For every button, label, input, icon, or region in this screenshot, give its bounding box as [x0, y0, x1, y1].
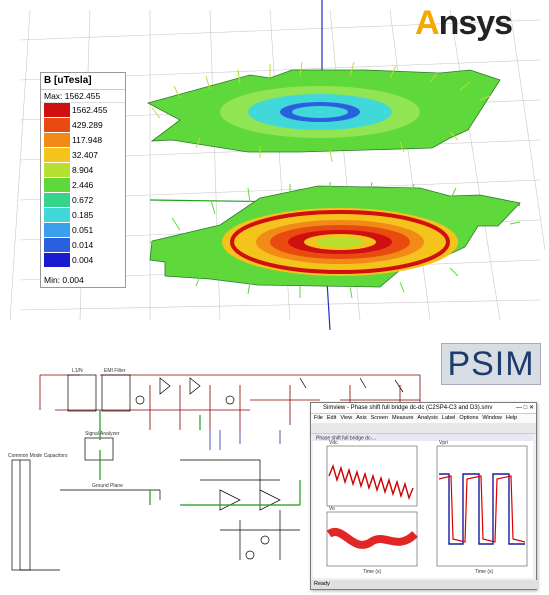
upper-field-arrows [151, 61, 491, 163]
legend-swatch [44, 148, 70, 162]
panel2-label: Vo [329, 506, 335, 512]
legend-entry: 0.672 [44, 193, 122, 207]
xaxis-label-right: Time (s) [475, 569, 493, 575]
panel1-wave [328, 463, 414, 501]
legend-entry: 1562.455 [44, 103, 122, 117]
menu-item[interactable]: Window [482, 415, 502, 421]
schematic-label-emi: EMI Filter [104, 368, 126, 374]
legend-entry: 2.446 [44, 178, 122, 192]
legend-value: 117.948 [72, 135, 103, 145]
menu-item[interactable]: Help [505, 415, 518, 421]
legend-swatch [44, 118, 70, 132]
simview-toolbar[interactable] [311, 423, 536, 434]
legend-entry: 117.948 [44, 133, 122, 147]
legend-swatch [44, 133, 70, 147]
menu-item[interactable]: Screen [370, 415, 389, 421]
panel3-wave-blue [439, 473, 525, 545]
waveform-svg: Phase shift full bridge dc-... Vdc Vo Vp… [313, 434, 533, 575]
menu-item[interactable]: Options [459, 415, 479, 421]
schematic-svg: L1/N EMI Filter Signal Analyzer Common M… [8, 368, 421, 571]
menu-item[interactable]: Measure [392, 415, 414, 421]
lower-field-arrows [149, 181, 521, 299]
legend-value: 1562.455 [72, 105, 108, 115]
menu-item[interactable]: Axis [356, 415, 367, 421]
legend-swatch [44, 178, 70, 192]
simview-status: Ready [311, 580, 539, 589]
lower-coil-plate [149, 185, 521, 288]
plot-window-title: Phase shift full bridge dc-... [316, 436, 376, 442]
ansys-logo: Ansys [415, 4, 513, 42]
legend-entry: 0.051 [44, 223, 122, 237]
simview-titlebar[interactable]: Simview - Phase shift full bridge dc-dc … [311, 403, 536, 414]
menu-item[interactable]: Edit [326, 415, 337, 421]
panel3-label: Vpri [439, 440, 448, 446]
legend-value: 32.407 [72, 150, 98, 160]
schematic-label-signal: Signal Analyzer [85, 431, 120, 437]
legend-entry: 8.904 [44, 163, 122, 177]
legend-title: B [uTesla] [41, 73, 125, 90]
field-plot-svg [9, 0, 546, 331]
window-controls[interactable]: — □ ✕ [516, 405, 534, 411]
legend-min: Min: 0.004 [44, 275, 84, 285]
psim-schematic: L1/N EMI Filter Signal Analyzer Common M… [0, 330, 549, 590]
panel2-wave [326, 528, 418, 549]
legend-swatch [44, 253, 70, 267]
menu-item[interactable]: View [340, 415, 353, 421]
panel3-wave-red [438, 475, 526, 543]
legend-value: 429.289 [72, 120, 103, 130]
legend-value: 0.014 [72, 240, 94, 250]
legend-value: 0.004 [72, 255, 94, 265]
legend-swatch [44, 208, 70, 222]
legend-swatch [44, 163, 70, 177]
legend-swatch [44, 223, 70, 237]
legend-value: 8.904 [72, 165, 94, 175]
legend-entry: 0.004 [44, 253, 122, 267]
simview-window[interactable]: Simview - Phase shift full bridge dc-dc … [310, 402, 539, 590]
legend-entry: 0.185 [44, 208, 122, 222]
schematic-label-cmc: Common Mode Capacitors [8, 453, 68, 459]
field-legend: B [uTesla] Max: 1562.455 1562.455 429.289… [40, 72, 126, 288]
legend-entry: 32.407 [44, 148, 122, 162]
legend-max: Max: 1562.455 [41, 90, 125, 103]
simview-title: Simview - Phase shift full bridge dc-dc … [323, 405, 493, 411]
menu-item[interactable]: Label [441, 415, 456, 421]
schematic-label-ground: Ground Plane [92, 483, 123, 489]
legend-entry: 429.289 [44, 118, 122, 132]
legend-value: 0.051 [72, 225, 94, 235]
xaxis-label-left: Time (s) [363, 569, 381, 575]
legend-entry: 0.014 [44, 238, 122, 252]
panel1-label: Vdc [329, 440, 338, 446]
ansys-field-plot: Ansys B [uTesla] Max: 1562.455 1562.455 4… [9, 0, 546, 331]
legend-value: 0.185 [72, 210, 94, 220]
psim-logo: PSIM [441, 343, 541, 385]
upper-coil-plate [146, 69, 501, 153]
legend-swatch [44, 238, 70, 252]
legend-value: 2.446 [72, 180, 94, 190]
menu-item[interactable]: File [314, 415, 323, 421]
legend-swatch [44, 193, 70, 207]
schematic-label-l1n: L1/N [72, 368, 83, 374]
legend-value: 0.672 [72, 195, 94, 205]
simview-menubar: File Edit View Axis Screen Measure Analysis Lab… [311, 414, 536, 423]
simview-plot-area: Phase shift full bridge dc-... Vdc Vo Vp… [313, 434, 533, 578]
menu-item[interactable]: Analysis [417, 415, 438, 421]
legend-swatch [44, 103, 70, 117]
